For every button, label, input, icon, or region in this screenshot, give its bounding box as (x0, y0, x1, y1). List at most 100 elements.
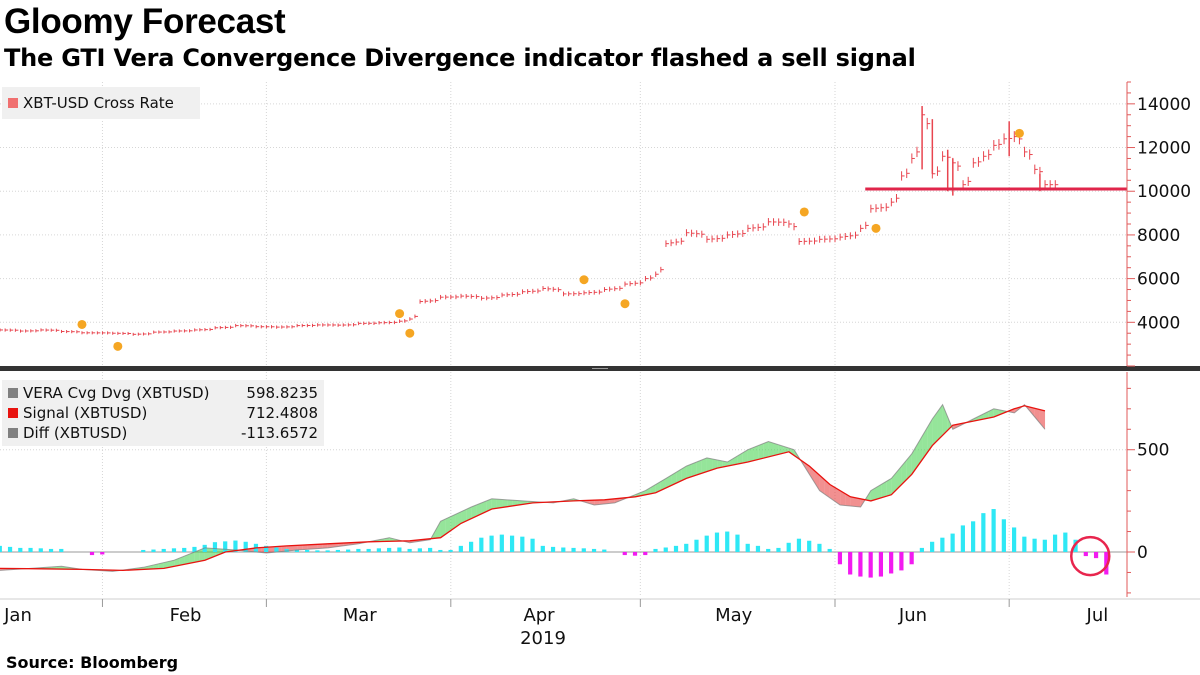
histogram-bar-positive (274, 547, 279, 552)
signal-dot (620, 299, 630, 309)
histogram-bar-positive (755, 545, 761, 552)
histogram-bar-positive (561, 547, 566, 552)
bullish-fill (773, 443, 779, 456)
histogram-bar-positive (714, 532, 720, 552)
histogram-bar-negative (1104, 552, 1109, 575)
x-year-label: 2019 (520, 628, 566, 649)
histogram-bar-positive (930, 541, 935, 552)
histogram-bar-positive (284, 548, 289, 552)
histogram-bar-positive (509, 535, 515, 552)
vera-legend-swatch (8, 388, 18, 398)
diff-legend-swatch (8, 428, 18, 438)
bullish-fill (496, 499, 503, 509)
histogram-bar-positive (182, 547, 187, 552)
histogram-bar-positive (161, 548, 166, 552)
bullish-fill (450, 514, 456, 531)
histogram-bar-positive (1063, 532, 1068, 552)
bearish-fill (1034, 408, 1040, 424)
bearish-fill (819, 475, 825, 495)
histogram-bar-positive (981, 513, 986, 552)
histogram-bar-positive (407, 548, 412, 552)
bullish-fill (983, 411, 989, 420)
histogram-bar-positive (212, 542, 218, 552)
bearish-fill (850, 496, 856, 507)
bullish-fill (747, 447, 754, 462)
histogram-bar-positive (694, 539, 699, 552)
bearish-fill (594, 500, 600, 505)
signal-legend-swatch (8, 408, 18, 418)
price-y-tick-label: 8000 (1137, 226, 1180, 246)
indicator-y-tick-label: 0 (1137, 543, 1148, 563)
histogram-bar-positive (0, 545, 2, 552)
histogram-bar-positive (428, 547, 433, 552)
bullish-fill (886, 478, 892, 497)
histogram-bar-positive (725, 531, 730, 552)
x-tick-label: Jun (898, 605, 927, 626)
price-legend-swatch (8, 98, 18, 108)
histogram-bar-negative (878, 552, 884, 577)
price-panel-grid (0, 82, 1127, 366)
histogram-bar-positive (223, 541, 228, 552)
histogram-bar-positive (48, 548, 54, 552)
histogram-bar-positive (673, 545, 679, 552)
price-y-tick-label: 14000 (1137, 95, 1191, 115)
bullish-fill (435, 521, 441, 539)
bullish-fill (466, 507, 472, 521)
histogram-bar-positive (38, 548, 43, 552)
bullish-fill (389, 537, 395, 542)
bearish-fill (327, 543, 333, 548)
price-y-tick-label: 10000 (1137, 182, 1191, 202)
histogram-bar-positive (540, 545, 545, 552)
bullish-fill (768, 441, 774, 457)
tick-labels: 4000 6000 8000 10000 12000 14000 0 500 Jan Feb Mar… (3, 95, 1191, 649)
bullish-fill (194, 549, 200, 563)
chart-title: Gloomy Forecast (4, 2, 286, 41)
signal-dot (871, 223, 881, 233)
bearish-fill (307, 544, 313, 550)
price-y-tick-label: 4000 (1137, 313, 1180, 333)
histogram-bar-positive (7, 546, 13, 552)
histogram-bar-negative (89, 552, 95, 556)
bullish-fill (922, 427, 928, 460)
histogram-bar-positive (294, 549, 300, 552)
bearish-fill (824, 479, 830, 498)
bullish-fill (896, 466, 902, 490)
histogram-bar-negative (837, 552, 843, 565)
bullish-fill (875, 484, 882, 500)
bearish-fill (1029, 407, 1035, 417)
histogram-bar-positive (376, 548, 381, 552)
histogram-bar-positive (387, 547, 392, 552)
signal-dot (1014, 128, 1024, 138)
bearish-fill (291, 545, 298, 551)
histogram-bar-negative (622, 552, 627, 556)
bullish-fill (660, 478, 666, 491)
histogram-bar-positive (530, 538, 535, 552)
histogram-bar-negative (643, 552, 648, 556)
x-tick-label: Mar (343, 605, 378, 626)
bullish-fill (927, 419, 933, 453)
bullish-fill (742, 449, 748, 464)
bearish-fill (609, 498, 615, 504)
bearish-fill (829, 484, 836, 502)
histogram-bar-positive (817, 543, 822, 552)
bullish-fill (717, 459, 723, 469)
x-tick-label: Jul (1086, 605, 1109, 626)
bullish-fill (681, 466, 687, 481)
bullish-fill (486, 498, 492, 512)
bullish-fill (778, 444, 784, 455)
histogram-bar-positive (1001, 519, 1006, 552)
histogram-bar-negative (858, 552, 863, 577)
bullish-fill (491, 498, 497, 510)
signal-dots (77, 128, 1024, 351)
histogram-bar-positive (151, 549, 156, 552)
histogram-bar-positive (571, 547, 576, 552)
bearish-fill (614, 498, 620, 503)
histogram-bar-positive (1022, 536, 1027, 552)
signal-dot (395, 309, 405, 319)
histogram-bar-positive (520, 536, 525, 552)
signal-line (0, 405, 1046, 572)
histogram-bar-positive (346, 549, 351, 552)
histogram-bar-positive (59, 548, 64, 552)
bullish-fill (727, 458, 733, 467)
histogram-bar-positive (1032, 538, 1037, 552)
